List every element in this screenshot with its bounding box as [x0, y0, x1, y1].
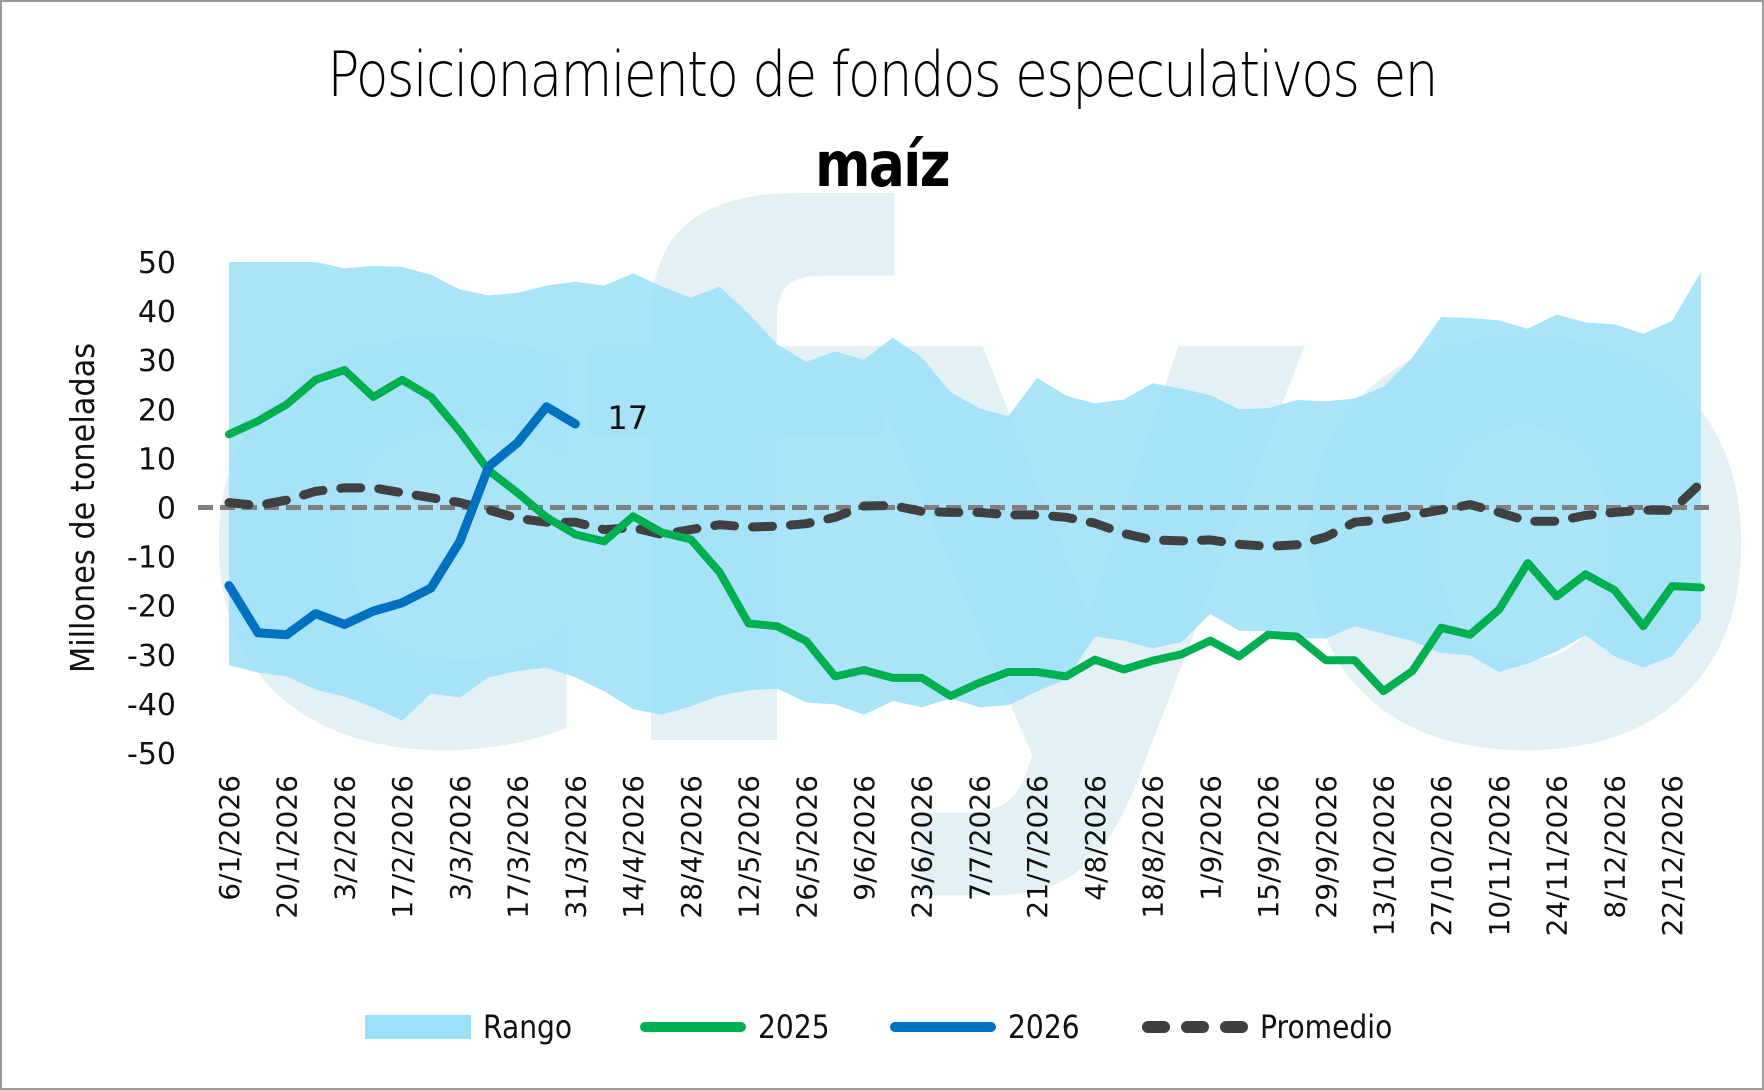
y-axis: 50 40 30 20 10 0 -10 -20 -30 -40 -50 — [127, 246, 176, 772]
chart-title: Posicionamiento de fondos especulativos … — [327, 38, 1438, 111]
x-tick-label: 6/1/2026 — [213, 775, 246, 901]
y-tick-label: -40 — [127, 688, 176, 723]
legend-swatch-2026 — [890, 1022, 996, 1032]
legend-swatch-2025 — [640, 1022, 746, 1032]
legend-label-average: Promedio — [1260, 1008, 1393, 1046]
legend-swatch-range — [365, 1015, 471, 1039]
range-area-layer — [229, 262, 1701, 721]
x-tick-label: 17/2/2026 — [386, 775, 419, 919]
x-tick-label: 12/5/2026 — [733, 775, 766, 919]
y-tick-label: -50 — [127, 737, 176, 772]
y-tick-label: 10 — [138, 442, 176, 477]
x-tick-label: 31/3/2026 — [559, 775, 592, 919]
legend: Rango 2025 2026 Promedio — [0, 1005, 1764, 1049]
x-tick-label: 9/6/2026 — [848, 775, 881, 901]
x-tick-label: 4/8/2026 — [1079, 775, 1112, 901]
range-area — [229, 262, 1701, 721]
x-tick-label: 13/10/2026 — [1368, 775, 1401, 936]
x-tick-label: 14/4/2026 — [617, 775, 650, 919]
x-tick-label: 20/1/2026 — [271, 775, 304, 919]
x-tick-label: 24/11/2026 — [1541, 775, 1574, 936]
legend-item-range[interactable]: Rango — [365, 1005, 584, 1049]
x-tick-label: 21/7/2026 — [1021, 775, 1054, 919]
x-tick-label: 3/3/2026 — [444, 775, 477, 901]
series-2026-layer — [224, 402, 580, 640]
x-tick-label: 1/9/2026 — [1194, 775, 1227, 901]
y-tick-label: 0 — [157, 492, 176, 527]
legend-swatch-average — [1142, 1021, 1248, 1033]
x-tick-label: 23/6/2026 — [906, 775, 939, 919]
x-tick-label: 26/5/2026 — [790, 775, 823, 919]
legend-item-2026[interactable]: 2026 — [890, 1005, 1089, 1049]
legend-label-2026: 2026 — [1008, 1008, 1080, 1046]
y-tick-label: 50 — [138, 246, 176, 281]
legend-label-2025: 2025 — [758, 1008, 830, 1046]
y-tick-label: 20 — [138, 393, 176, 428]
x-tick-label: 15/9/2026 — [1252, 775, 1285, 919]
x-tick-label: 7/7/2026 — [963, 775, 996, 901]
series-2026-end-label: 17 — [607, 399, 649, 438]
x-tick-label: 28/4/2026 — [675, 775, 708, 919]
x-tick-label: 10/11/2026 — [1483, 775, 1516, 936]
x-tick-label: 29/9/2026 — [1310, 775, 1343, 919]
x-tick-label: 17/3/2026 — [502, 775, 535, 919]
y-tick-label: 30 — [138, 344, 176, 379]
x-tick-label: 8/12/2026 — [1598, 775, 1631, 919]
y-tick-label: -30 — [127, 639, 176, 674]
x-tick-label: 27/10/2026 — [1425, 775, 1458, 936]
series-2025-line — [225, 366, 1705, 700]
y-tick-label: 40 — [138, 295, 176, 330]
legend-item-average[interactable]: Promedio — [1142, 1005, 1410, 1049]
x-tick-label: 3/2/2026 — [328, 775, 361, 901]
y-axis-label: Millones de toneladas — [65, 343, 102, 673]
legend-item-2025[interactable]: 2025 — [640, 1005, 839, 1049]
y-tick-label: -20 — [127, 590, 176, 625]
legend-label-range: Rango — [483, 1008, 573, 1046]
y-tick-label: -10 — [127, 541, 176, 576]
chart-title-bold: maíz — [815, 128, 951, 201]
x-tick-label: 22/12/2026 — [1656, 775, 1689, 936]
x-tick-label: 18/8/2026 — [1137, 775, 1170, 919]
x-axis: 6/1/2026 20/1/2026 3/2/2026 17/2/2026 3/3/20… — [213, 775, 1689, 936]
